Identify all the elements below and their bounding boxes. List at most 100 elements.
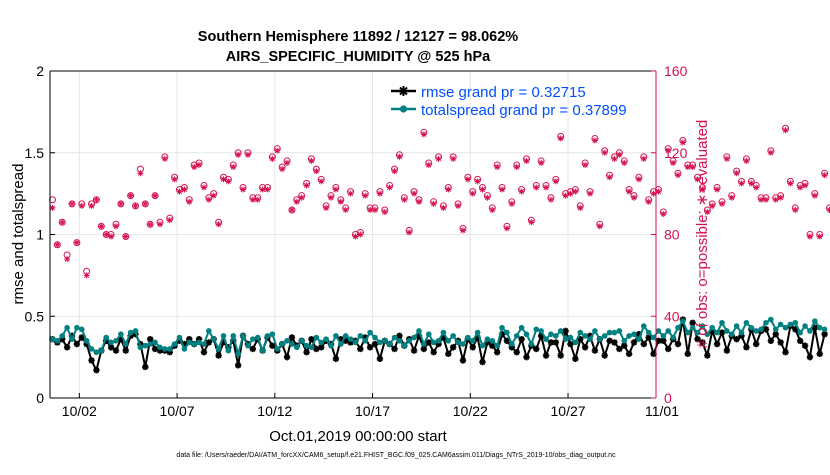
rmse-point	[606, 337, 613, 344]
spread-point	[122, 341, 129, 347]
spread-point	[553, 333, 559, 339]
rmse-point	[684, 350, 691, 358]
rmse-point	[469, 344, 476, 351]
spread-point	[714, 329, 720, 336]
axes: 10/02 10/07 10/12 10/17 10/22 10/27 11/0100.51…	[25, 63, 688, 419]
spread-point	[572, 339, 579, 346]
rmse-point	[288, 334, 296, 341]
spread-point	[279, 341, 285, 347]
obs-evaluated-point	[171, 176, 178, 183]
spread-point	[411, 334, 417, 341]
series-layer	[48, 124, 830, 374]
rmse-point	[709, 327, 716, 335]
obs-evaluated-point	[538, 159, 545, 166]
spread-point	[235, 351, 241, 357]
obs-evaluated-point	[533, 184, 540, 191]
obs-evaluated-point	[411, 190, 418, 197]
obs-evaluated-point	[225, 178, 232, 185]
obs-evaluated-point	[474, 178, 481, 185]
x-tick-label: 10/12	[257, 403, 292, 419]
obs-evaluated-point	[728, 194, 735, 201]
rmse-point	[200, 349, 208, 356]
x-tick-label: 10/22	[453, 403, 488, 419]
spread-point	[538, 328, 544, 334]
spread-point	[548, 331, 554, 338]
obs-evaluated-point	[347, 190, 354, 197]
obs-evaluated-point	[357, 231, 364, 238]
rmse-point	[586, 332, 594, 340]
spread-point	[812, 318, 818, 324]
spread-point	[684, 329, 691, 336]
spread-point	[660, 333, 667, 339]
rmse-point	[117, 335, 125, 343]
rmse-point	[93, 367, 100, 374]
spread-point	[137, 344, 144, 351]
obs-evaluated-point	[684, 164, 691, 171]
obs-evaluated-point	[406, 229, 413, 236]
rmse-point	[225, 344, 232, 351]
obs-evaluated-point	[249, 196, 256, 203]
obs-evaluated-point	[396, 153, 403, 160]
spread-point	[616, 328, 623, 334]
rmse-point	[518, 335, 525, 343]
obs-evaluated-point	[127, 192, 134, 199]
obs-evaluated-point	[108, 233, 115, 240]
rmse-point	[743, 344, 750, 351]
obs-evaluated-point	[797, 184, 804, 191]
y-axis-label-left: rmse and totalspread	[10, 164, 27, 305]
obs-evaluated-point	[318, 178, 325, 185]
obs-evaluated-point	[196, 162, 203, 169]
spread-point	[792, 319, 799, 326]
obs-evaluated-point	[152, 192, 159, 199]
legend-rmse-label: rmse grand pr = 0.32715	[421, 84, 586, 101]
spread-point	[372, 334, 378, 341]
rmse-point	[234, 362, 242, 369]
spread-point	[680, 318, 686, 324]
spread-point	[694, 329, 701, 336]
rmse-point	[557, 352, 564, 359]
rmse-point	[694, 335, 701, 343]
rmse-point	[723, 347, 731, 354]
spread-point	[74, 324, 80, 331]
obs-evaluated-point	[567, 190, 574, 197]
spread-point	[606, 329, 613, 336]
rmse-point	[371, 340, 379, 348]
spread-point	[758, 326, 764, 333]
obs-evaluated-point	[156, 221, 163, 228]
obs-evaluated-point	[523, 157, 530, 164]
rmse-point	[88, 357, 95, 364]
rmse-point	[220, 339, 227, 346]
obs-evaluated-point	[665, 147, 672, 154]
spread-point	[323, 336, 329, 342]
obs-evaluated-point	[782, 127, 789, 134]
obs-evaluated-point	[591, 137, 598, 144]
obs-evaluated-point	[235, 151, 242, 158]
rmse-point	[127, 332, 134, 340]
obs-evaluated-point	[298, 194, 305, 201]
rmse-point	[425, 339, 432, 346]
spread-point	[308, 344, 315, 351]
spread-point	[113, 337, 119, 344]
rmse-point	[459, 357, 467, 364]
spread-point	[289, 341, 295, 347]
rmse-point	[752, 340, 760, 348]
obs-evaluated-point	[205, 196, 212, 203]
rmse-point	[156, 347, 164, 354]
spread-point	[709, 324, 716, 331]
y-tick-label-left: 1.5	[25, 145, 45, 161]
rmse-point	[489, 342, 496, 349]
spread-point	[528, 341, 535, 347]
spread-point	[152, 339, 158, 346]
obs-evaluated-point	[367, 206, 374, 213]
obs-evaluated-point	[420, 131, 427, 138]
obs-evaluated-point	[508, 200, 515, 207]
obs-evaluated-point	[601, 149, 608, 156]
spread-point	[313, 334, 320, 341]
obs-evaluated-point	[440, 204, 447, 211]
legend-rmse-marker	[398, 86, 409, 96]
spread-point	[108, 339, 114, 346]
spread-point	[49, 336, 56, 342]
obs-evaluated-point	[518, 188, 525, 195]
y-tick-label-right: 80	[664, 227, 680, 243]
